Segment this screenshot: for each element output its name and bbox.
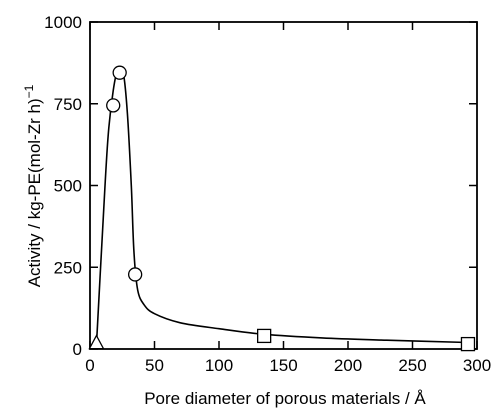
y-tick-label: 750 xyxy=(54,95,82,114)
y-tick-label: 500 xyxy=(54,177,82,196)
data-markers xyxy=(88,65,476,352)
y-tick-label: 250 xyxy=(54,258,82,277)
x-tick-label: 50 xyxy=(145,356,164,375)
data-point-triangle xyxy=(88,334,105,350)
x-tick-label: 200 xyxy=(334,356,362,375)
y-tick-label: 0 xyxy=(73,340,82,359)
y-axis-label: Activity / kg-PE(mol-Zr h)−1 xyxy=(22,84,44,287)
y-axis-label-superscript: −1 xyxy=(22,84,36,98)
data-point-circle xyxy=(127,267,143,282)
axis-tick-labels: 0 50 100 150 200 250 300 0 250 500 750 1000 xyxy=(44,13,491,375)
plot-frame-group xyxy=(89,21,478,350)
data-point-square xyxy=(256,328,272,344)
axis-ticks xyxy=(89,21,478,350)
x-tick-label: 300 xyxy=(463,356,491,375)
x-tick-label: 150 xyxy=(269,356,297,375)
data-point-circle xyxy=(112,65,127,80)
x-tick-label: 250 xyxy=(398,356,426,375)
trend-curve xyxy=(95,65,469,345)
x-axis-label: Pore diameter of porous materials / Å xyxy=(144,389,426,408)
x-tick-label: 100 xyxy=(205,356,233,375)
data-point-circle xyxy=(106,98,121,113)
y-tick-label: 1000 xyxy=(44,13,82,32)
data-point-square xyxy=(460,336,476,352)
x-tick-label: 0 xyxy=(85,356,94,375)
plot-frame xyxy=(89,21,478,350)
y-axis-label-main: Activity / kg-PE(mol-Zr h) xyxy=(25,98,44,287)
